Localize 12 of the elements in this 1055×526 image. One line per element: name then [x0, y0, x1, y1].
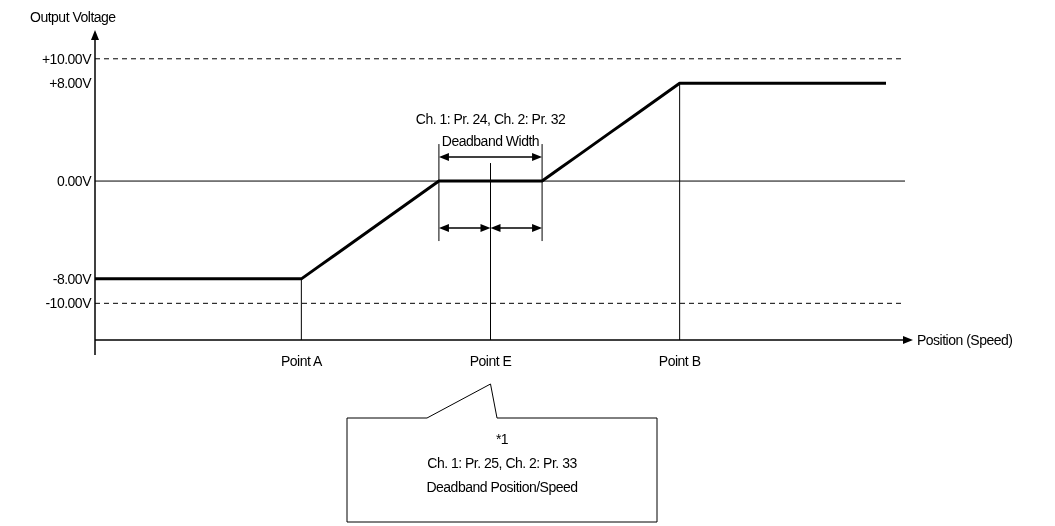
y-tick-label: +10.00V	[41, 50, 93, 67]
y-tick-label: +8.00V	[49, 75, 93, 92]
x-axis-title: Position (Speed)	[917, 331, 1013, 348]
text: *1 Ch. 1: Pr. 25, Ch. 2: Pr. 33 Deadband Position/Speed	[426, 431, 578, 495]
y-tick-label: -10.00V	[45, 295, 93, 312]
x-tick-label: Point E	[469, 353, 512, 369]
x-tick-label: Point A	[280, 353, 323, 369]
x-tick-label: Point B	[658, 353, 701, 369]
y-tick-label: 0.00V	[56, 172, 93, 189]
annotation: Ch. 1: Pr. 24, Ch. 2: Pr. 32 Deadband Width	[415, 111, 566, 150]
y-axis-title: Output Voltage	[30, 9, 117, 25]
y-tick-label: -8.00V	[52, 270, 93, 287]
